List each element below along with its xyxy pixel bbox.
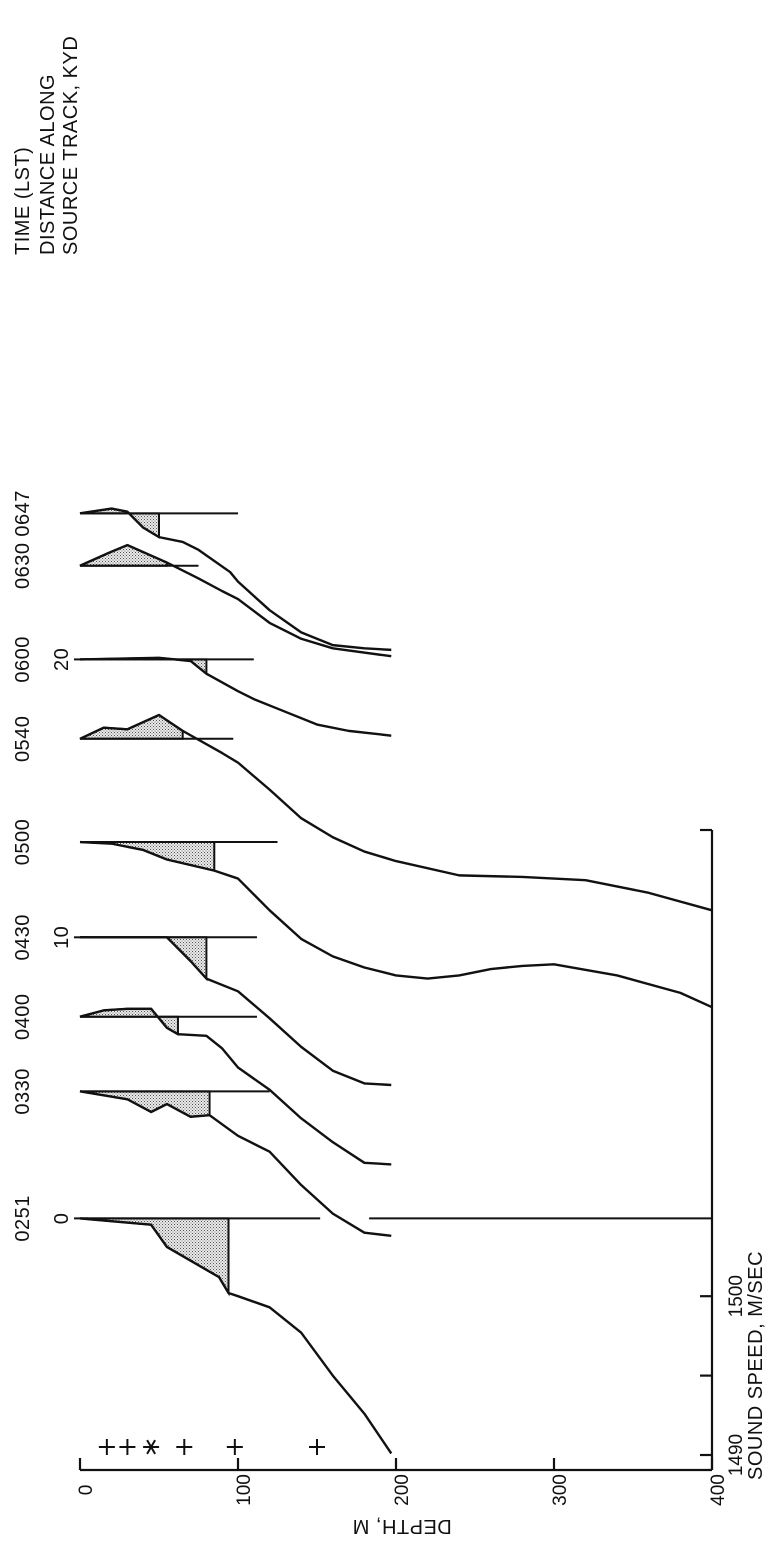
profile-0500: 0500 [12, 819, 713, 1009]
header-label: DISTANCE ALONG [37, 74, 59, 255]
profile-line [79, 543, 392, 658]
profile-line [80, 936, 392, 1087]
distance-tick-group: 0 10 20 [51, 648, 88, 1224]
profile-line [79, 656, 392, 737]
header-label: TIME (LST) [12, 147, 34, 255]
header-label-group: TIME (LST) DISTANCE ALONG SOURCE TRACK, KY… [12, 36, 82, 255]
profile-0630: 0630 [12, 542, 392, 658]
asterisk-marker [143, 1439, 160, 1455]
profile-line [79, 1007, 392, 1166]
depth-tick-label: 200 [392, 1474, 413, 1506]
profile-0647: 0647 [12, 490, 392, 652]
plus-marker [226, 1439, 243, 1455]
time-label: 0430 [12, 914, 34, 961]
profile-group: 0251 0330 0400 0430 0500 0540 0600 0630 0647 [12, 490, 713, 1455]
profile-line [79, 1217, 393, 1455]
speed-axis-label: SOUND SPEED, M/SEC [745, 1251, 767, 1480]
plus-marker [119, 1439, 136, 1455]
time-label: 0330 [12, 1068, 34, 1115]
profile-line [79, 713, 713, 912]
profile-line [79, 840, 713, 1009]
profile-0600: 0600 [12, 636, 392, 737]
profile-line [79, 1090, 392, 1238]
marker-group [98, 1439, 325, 1455]
time-label: 0630 [12, 542, 34, 589]
profile-0430: 0430 [12, 914, 392, 1087]
depth-tick-group: 0 100 200 300 400 [76, 1458, 729, 1506]
profile-line [79, 507, 392, 652]
time-label: 0251 [12, 1195, 34, 1242]
distance-tick-label: 0 [51, 1213, 73, 1225]
shaded-layer [79, 543, 168, 567]
time-label: 0400 [12, 993, 34, 1039]
depth-tick-label: 100 [234, 1474, 255, 1506]
time-label: 0600 [12, 636, 34, 683]
speed-tick-label: 1500 [726, 1275, 747, 1317]
depth-axis-label: DEPTH, M [352, 1515, 452, 1537]
depth-tick-label: 300 [550, 1474, 571, 1506]
profile-0251: 0251 [12, 1195, 393, 1455]
depth-tick-label: 0 [76, 1485, 97, 1496]
distance-tick-label: 20 [51, 648, 73, 671]
profile-0540: 0540 [12, 713, 713, 912]
depth-tick-label: 400 [708, 1474, 729, 1506]
time-label: 0647 [12, 490, 34, 537]
profile-0400: 0400 [12, 993, 392, 1166]
plus-marker [309, 1439, 325, 1455]
time-label: 0500 [12, 819, 34, 866]
header-label: SOURCE TRACK, KYD [60, 36, 82, 255]
speed-tick-group: 1490 1500 [700, 828, 747, 1476]
time-label: 0540 [12, 716, 34, 763]
profile-0330: 0330 [12, 1068, 392, 1238]
speed-tick-label: 1490 [726, 1434, 747, 1476]
distance-tick-label: 10 [51, 926, 73, 949]
plus-marker [98, 1439, 115, 1455]
plus-marker [176, 1439, 193, 1455]
